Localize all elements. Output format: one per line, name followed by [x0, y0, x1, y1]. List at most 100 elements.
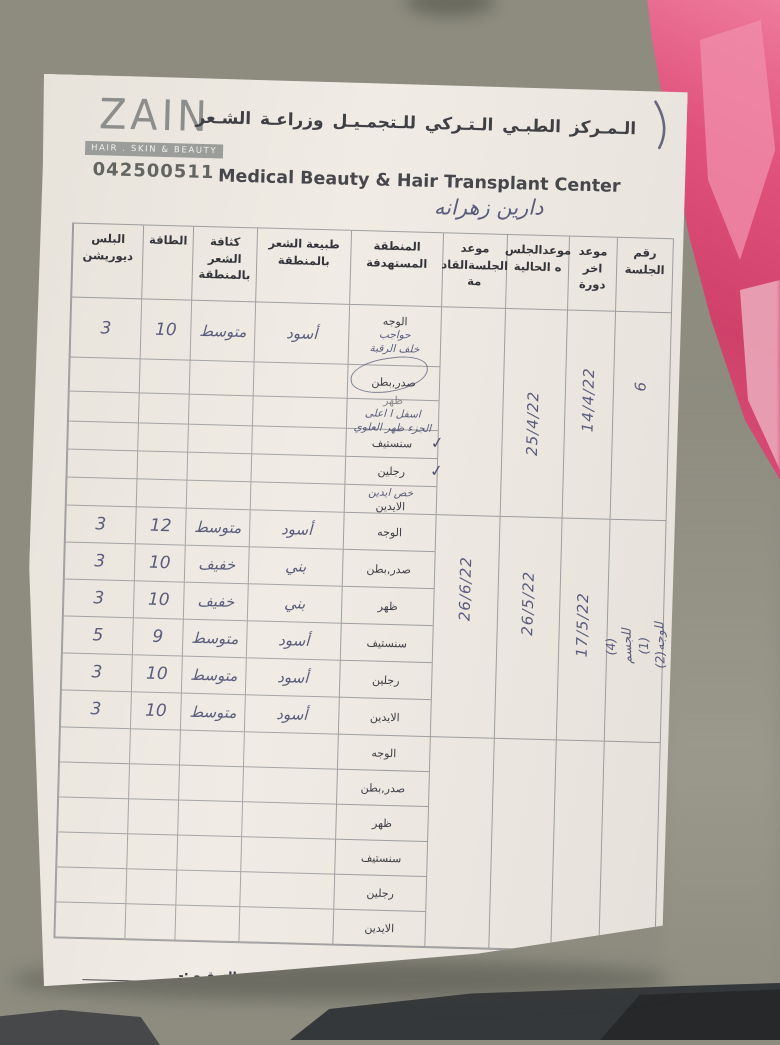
- power-cell: [138, 393, 189, 424]
- date-field: التاريخ :-: [487, 942, 638, 961]
- area-label: الايدين: [364, 920, 395, 935]
- handwritten-note: خص ايدين: [368, 486, 414, 500]
- hair-nature-cell: [238, 907, 333, 944]
- date-blank-line: [487, 944, 577, 959]
- hair-density-cell: خفيف: [183, 583, 248, 622]
- area-label: ظهر: [371, 816, 393, 830]
- power-cell: 12: [135, 507, 186, 545]
- hair-density-cell: متوسط: [180, 694, 245, 733]
- hair-nature-cell: بني: [247, 584, 342, 623]
- hair-nature-cell: [243, 732, 338, 769]
- desk-highlight: [660, 380, 780, 1020]
- hair-nature-cell: بني: [248, 547, 343, 586]
- hair-nature-cell: [250, 454, 345, 484]
- target-area-cell: ✓ رجلين: [344, 457, 437, 487]
- pulse-cell: [58, 762, 129, 799]
- area-label: صدر,بطن: [360, 780, 406, 795]
- handwritten-checkmark: ✓: [429, 432, 445, 453]
- hair-density-cell: [187, 425, 252, 455]
- handwritten-patient-name: دارين زهرانه: [433, 195, 544, 220]
- hair-nature-cell: [239, 872, 334, 909]
- table-section-1: 6 14/4/22 25/4/22 الوجه حواجب خلف الرقبة…: [66, 298, 671, 522]
- power-cell: 9: [132, 618, 183, 656]
- handwritten-session-no: 6: [631, 380, 650, 392]
- treatment-table: رقم الجلسة موعد اخر دورة موعدالجلس ه الح…: [53, 223, 674, 955]
- target-area-cell: الوجه: [343, 513, 436, 552]
- hair-nature-cell: أسود: [245, 658, 340, 697]
- header-current-session: موعدالجلس ه الحالية: [505, 235, 569, 311]
- current-session-cell: [488, 739, 555, 951]
- power-cell: [136, 451, 187, 480]
- pulse-cell: [66, 477, 137, 507]
- target-area-cell: الايدين: [332, 910, 425, 947]
- hair-density-cell: [176, 835, 241, 872]
- handwritten-checkmark: ✓: [428, 460, 444, 481]
- power-cell: [127, 799, 178, 835]
- hair-nature-cell: [251, 426, 346, 456]
- target-area-cell: خص ايدين الايدين: [344, 485, 437, 515]
- header-session-no: رقم الجلسة: [615, 238, 673, 313]
- handwritten-date: 14/4/22: [578, 366, 599, 433]
- area-label: ظهر: [377, 599, 398, 613]
- pulse-cell: [66, 449, 137, 479]
- target-area-cell: ظهر: [341, 587, 434, 626]
- next-session-cell: [436, 307, 505, 517]
- hair-density-cell: [174, 905, 239, 942]
- area-label: الوجه: [382, 314, 408, 329]
- header-power: الطاقة: [141, 225, 193, 300]
- table-section-2: (4) للجسم (1) للوجه(2) 17/5/22 26/5/22 2…: [60, 505, 666, 743]
- handwritten-session-no: (4) للجسم (1) للوجه(2): [602, 621, 668, 669]
- header-hair-density: كثافة الشعر بالمنطقة: [191, 227, 257, 303]
- hair-density-cell: [179, 731, 244, 768]
- power-cell: 10: [133, 581, 184, 619]
- next-session-cell: [424, 737, 493, 949]
- pulse-cell: [69, 358, 140, 394]
- hair-density-cell: [177, 801, 242, 838]
- power-cell: [136, 479, 187, 508]
- target-area-cell: ظهر اسفل ا اعلى الجزء ظهر العلوي: [346, 399, 439, 431]
- pulse-cell: 3: [63, 579, 134, 618]
- header-last-cycle: موعد اخر دورة: [567, 237, 617, 312]
- power-cell: [125, 869, 176, 905]
- current-session-cell: 25/4/22: [500, 309, 567, 519]
- desk-smudge: [405, 0, 495, 16]
- handwritten-note: حواجب خلف الرقبة: [369, 328, 420, 356]
- pulse-cell: 3: [61, 653, 132, 692]
- session-no-cell: 6: [610, 312, 671, 521]
- hair-density-cell: [186, 481, 251, 511]
- header-hair-nature: طبيعة الشعر بالمنطقة: [255, 228, 351, 304]
- pulse-cell: [55, 867, 126, 904]
- hair-nature-cell: [241, 802, 336, 839]
- power-cell: [128, 764, 179, 800]
- pulse-cell: [67, 421, 138, 451]
- hair-density-cell: متوسط: [190, 301, 256, 363]
- power-cell: [126, 834, 177, 870]
- logo-tagline: HAIR . SKIN & BEAUTY: [85, 141, 224, 159]
- hair-nature-cell: [252, 396, 347, 428]
- hair-density-cell: [186, 453, 251, 483]
- last-cycle-cell: [550, 740, 603, 951]
- hair-density-cell: متوسط: [182, 620, 247, 659]
- power-cell: [139, 359, 190, 394]
- pulse-cell: 3: [60, 690, 131, 729]
- area-label: صدر,بطن: [366, 561, 412, 577]
- hair-nature-cell: أسود: [246, 621, 341, 660]
- form-title-english: Medical Beauty & Hair Transplant Center: [217, 166, 621, 197]
- target-area-cell: سنستيف: [340, 624, 433, 663]
- area-label: رجلين: [371, 673, 400, 687]
- pulse-cell: [57, 797, 128, 834]
- header-next-session: موعد الجلسةالقاد مة: [441, 233, 507, 309]
- target-area-cell: صدر,بطن: [336, 770, 429, 807]
- hair-density-cell: [178, 766, 243, 803]
- hair-nature-cell: [253, 362, 348, 398]
- area-label: سنستيف: [371, 436, 413, 451]
- power-cell: [137, 423, 188, 452]
- pen-stroke-mark: [648, 98, 675, 153]
- area-label: الايدين: [375, 499, 406, 514]
- table-section-3: الوجه صدر,بطن ظهر سنستيف رجلين: [54, 727, 659, 953]
- hair-nature-cell: [240, 837, 335, 874]
- pulse-cell: 3: [64, 542, 135, 581]
- pulse-cell: [59, 727, 130, 764]
- power-cell: [124, 904, 175, 940]
- area-label: سنستيف: [366, 635, 408, 650]
